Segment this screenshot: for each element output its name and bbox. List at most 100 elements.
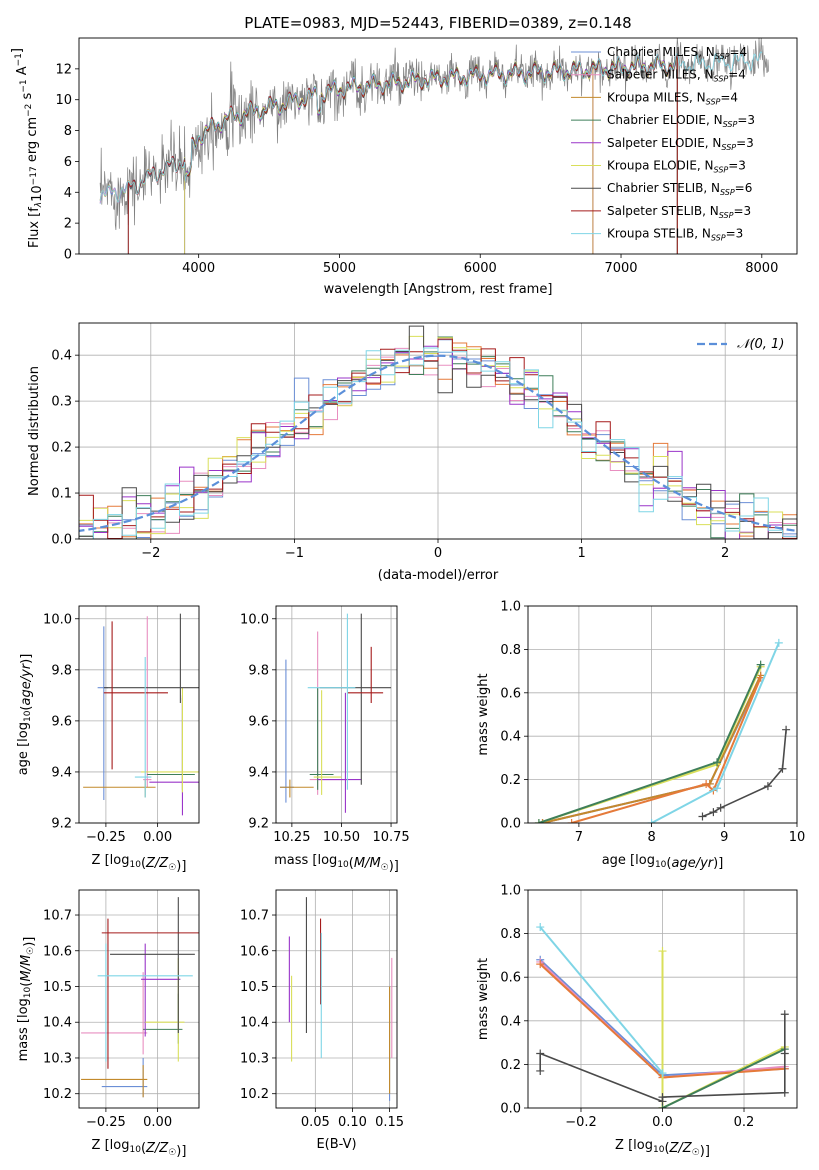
label-part: )] [176, 1144, 186, 1159]
plot-area [288, 897, 393, 1101]
legend-sub: SSP [719, 211, 734, 220]
label-part: M/M [19, 955, 34, 982]
legend-tail: =3 [736, 136, 754, 150]
weight-series-3 [571, 677, 762, 823]
label-part: ( [19, 706, 34, 711]
y-tick-label: 10 [55, 93, 72, 108]
x-tick-label: 9 [720, 830, 728, 845]
y-tick-label: 0.4 [500, 730, 521, 745]
legend-tail: =3 [728, 159, 746, 173]
legend-entry: 𝒩(0, 1) [737, 337, 784, 352]
x-tick-label: 2 [721, 546, 729, 561]
label-part: age/yr [19, 662, 34, 705]
x-axis-label: age [log10(age/yr)] [602, 853, 724, 871]
label-part: 10 [337, 860, 349, 870]
weight-marker [538, 819, 547, 823]
weight-series-5 [539, 926, 664, 1074]
plot-area [79, 325, 797, 539]
y-tick-label: 10.2 [43, 1087, 72, 1102]
label-part: )] [176, 859, 186, 874]
panel-EBV_mass: 0.05 0.10 0.15 10.2 10.3 10.4 10.5 10.6 10.7 E(B-… [240, 889, 404, 1152]
label-part: ☉ [26, 947, 36, 955]
y-tick-label: 0.2 [51, 441, 72, 456]
x-tick-label: 0.05 [301, 1115, 330, 1130]
label-part: Z/Z [669, 1141, 693, 1156]
legend-entry: Kroupa ELODIE, NSSP=3 [607, 159, 746, 175]
y-tick-label: 10.6 [240, 944, 269, 959]
y-tick-label: 0.6 [500, 686, 521, 701]
axes-frame [527, 889, 798, 1109]
label-part: −1 [14, 53, 24, 66]
weight-marker [658, 1093, 667, 1102]
x-tick-label: 5000 [323, 261, 356, 276]
label-part: 10 [129, 1145, 141, 1155]
figure-title: PLATE=0983, MJD=52443, FIBERID=0389, z=0… [244, 14, 631, 32]
y-axis-label: mass weight [476, 958, 491, 1040]
label-part: 10 [23, 710, 33, 722]
axes-frame [78, 889, 200, 1109]
weight-marker [536, 923, 545, 932]
label-part: 10 [655, 860, 667, 870]
y-tick-label: 6 [64, 155, 72, 170]
y-tick-label: 10.0 [43, 612, 72, 627]
x-tick-label: 8000 [745, 261, 778, 276]
legend-sub: SSP [721, 143, 736, 152]
y-tick-label: 0.3 [51, 395, 72, 410]
label-part: −2 [24, 104, 34, 117]
x-tick-label: 0.00 [143, 830, 172, 845]
legend-entry: Salpeter STELIB, NSSP=3 [607, 204, 751, 220]
legend-sub: SSP [723, 120, 738, 129]
y-tick-label: 10.4 [240, 1016, 269, 1031]
y-tick-label: 9.6 [51, 714, 72, 729]
x-tick-label: 10.50 [323, 830, 360, 845]
weight-series-6 [702, 729, 787, 818]
legend-text: Salpeter MILES, N [607, 68, 714, 82]
y-tick-label: 9.4 [51, 765, 72, 780]
x-tick-label: −0.25 [86, 1115, 126, 1130]
label-part: 10 [23, 986, 33, 998]
y-tick-label: 0 [64, 248, 72, 263]
label-part: age [log [16, 722, 31, 775]
label-part: ] [10, 48, 25, 53]
x-axis-label: Z [log10(Z/Z☉)] [92, 1138, 187, 1159]
label-part: ( [141, 1141, 146, 1156]
weight-marker [536, 1049, 545, 1058]
x-tick-label: −2 [141, 546, 160, 561]
weight-marker [709, 808, 718, 817]
y-tick-label: 0.0 [51, 533, 72, 548]
x-tick-label: −0.2 [565, 1115, 597, 1130]
label-part: s [20, 92, 35, 103]
label-part: Flux [f [27, 207, 42, 248]
y-tick-label: 1.0 [500, 600, 521, 615]
label-part: )] [700, 1144, 710, 1159]
label-part: age/yr [671, 856, 714, 871]
label-part: −17 [29, 166, 39, 185]
legend-tail: =3 [726, 227, 744, 241]
legend-sub: SSP [720, 188, 735, 197]
legend-sub: SSP [715, 52, 730, 61]
label-part: )] [389, 859, 399, 874]
label-part: M/M [354, 856, 381, 871]
legend-text: Salpeter STELIB, N [607, 204, 719, 218]
label-part: ☉ [692, 1148, 700, 1158]
label-part: −1 [19, 79, 29, 92]
weight-marker [782, 725, 791, 734]
weight-marker [567, 819, 576, 823]
label-part: A [15, 66, 30, 79]
observed-spectrum [99, 38, 769, 231]
legend-entry: Kroupa MILES, NSSP=4 [607, 90, 738, 106]
y-tick-label: 0.0 [500, 817, 521, 832]
y-tick-label: 4 [64, 186, 72, 201]
y-tick-label: 10.3 [240, 1051, 269, 1066]
y-tick-label: 9.2 [248, 817, 269, 832]
legend-text: Chabrier ELODIE, N [607, 113, 723, 127]
y-tick-label: 2 [64, 217, 72, 232]
y-axis-label: mass weight [476, 673, 491, 755]
x-axis-label: Z [log10(Z/Z☉)] [615, 1138, 710, 1159]
weight-marker [536, 960, 545, 969]
label-part: Z/Z [145, 856, 169, 871]
axes-frame [275, 889, 398, 1109]
y-tick-label: 0.2 [500, 1058, 521, 1073]
